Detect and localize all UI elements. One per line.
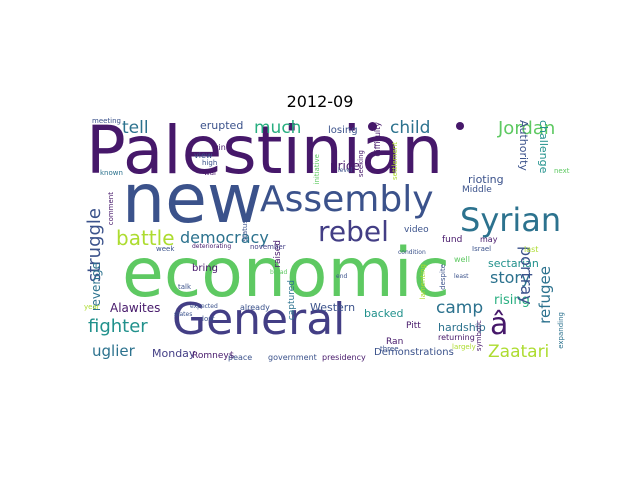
dot-mark-2: [456, 122, 464, 130]
word-uglier: uglier: [92, 342, 135, 360]
word-western: Western: [310, 301, 356, 314]
word-new: new: [122, 160, 263, 239]
word-talk: talk: [178, 283, 192, 291]
word-high: high: [202, 159, 218, 167]
word-democracy: democracy: [180, 228, 269, 247]
word-status: status: [241, 220, 249, 242]
word-general: General: [172, 294, 346, 345]
word-refugee: refugee: [536, 266, 554, 324]
word-largely: largely: [452, 343, 476, 351]
word-ran: Ran: [386, 337, 404, 347]
word-level: level: [338, 167, 353, 174]
word-broad: broad: [270, 269, 288, 276]
word-last: last: [524, 245, 539, 254]
word-pitt: Pitt: [406, 321, 421, 331]
word-end: end: [336, 273, 348, 280]
word-jordan: Jordan: [498, 118, 556, 139]
word-lost: lost: [202, 315, 215, 323]
word-zaatari: Zaatari: [488, 342, 550, 362]
word-much: much: [254, 118, 302, 138]
word-hardship: hardship: [438, 321, 486, 334]
word-demonstrations: Demonstrations: [374, 347, 454, 358]
word-captured: captured: [287, 280, 297, 321]
word-states: states: [174, 311, 193, 318]
word-three: three: [380, 345, 399, 353]
word-a-hat: â: [490, 307, 509, 342]
word-middle: Middle: [462, 185, 492, 195]
word-erupted: erupted: [200, 119, 244, 132]
word-challenge: challenge: [537, 120, 550, 174]
word-sectarian: sectarian: [488, 257, 539, 270]
word-camp: camp: [436, 298, 484, 318]
word-economic: economic: [122, 234, 451, 313]
word-losing: losing: [328, 125, 358, 136]
word-monday: Monday: [152, 347, 196, 360]
word-known: known: [100, 169, 123, 177]
word-authority: Authority: [517, 120, 530, 171]
word-romney: Romney$: [192, 351, 235, 361]
word-portray: portray: [517, 246, 536, 305]
word-returning: returning: [438, 333, 475, 342]
word-alawites: Alawites: [110, 301, 161, 315]
word-well: well: [454, 255, 470, 264]
word-rioting: rioting: [468, 173, 504, 186]
word-price: price: [330, 159, 360, 173]
word-battle: battle: [116, 226, 175, 250]
word-lamenting: lamenting: [419, 264, 427, 300]
word-israel: Israel: [472, 245, 492, 253]
word-symbolic: symbolic: [475, 320, 483, 352]
word-comment: comment: [107, 192, 115, 226]
word-condition: condition: [398, 249, 426, 256]
word-expected: expected: [190, 303, 218, 310]
dot-mark-1: [368, 122, 377, 131]
word-presidency: presidency: [322, 353, 366, 362]
word-settlement: settlement: [391, 142, 399, 181]
word-tell: tell: [122, 118, 149, 138]
word-win: win: [212, 143, 226, 152]
word-palestinian: Palestinian: [86, 116, 444, 189]
word-expanding: expanding: [557, 312, 565, 349]
word-week: week: [156, 245, 175, 253]
word-child: child: [390, 118, 431, 138]
word-peace: peace: [228, 353, 253, 362]
word-fund: fund: [442, 235, 463, 245]
word-story: story: [490, 268, 531, 287]
word-rising: rising: [494, 293, 530, 308]
word-view: view: [194, 151, 213, 160]
word-least: least: [454, 273, 469, 280]
word-already: already: [240, 303, 270, 312]
word-despite: despite: [439, 264, 447, 290]
word-initiative: initiative: [313, 154, 321, 185]
word-fighter: fighter: [88, 316, 148, 337]
word-november: november: [250, 243, 286, 251]
word-government: government: [268, 353, 317, 362]
word-syrian: Syrian: [460, 201, 562, 239]
word-year: year: [84, 303, 100, 311]
word-next: next: [554, 167, 570, 175]
word-assembly: Assembly: [260, 179, 434, 220]
word-video: video: [404, 225, 429, 235]
word-seeking: seeking: [357, 150, 365, 178]
word-war: war: [204, 169, 217, 177]
word-backed: backed: [364, 307, 404, 320]
word-bring: bring: [192, 263, 218, 274]
word-rebel: rebel: [318, 215, 389, 248]
word-deteriorating: deteriorating: [192, 243, 232, 250]
word-may: may: [480, 235, 498, 244]
word-meeting: meeting: [92, 117, 122, 125]
word-cloud: Palestinian new Assembly economic Genera…: [82, 116, 576, 364]
figure-title: 2012-09: [286, 92, 354, 111]
